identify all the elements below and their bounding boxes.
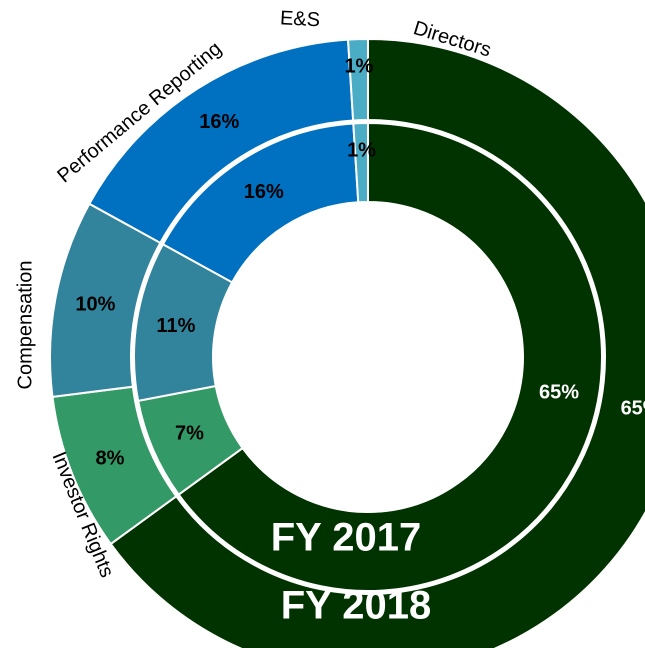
data-label: 8% (96, 447, 125, 469)
data-label: 7% (175, 423, 204, 445)
donut-segment (346, 37, 369, 122)
data-label: 16% (244, 181, 284, 203)
series-label: FY 2018 (281, 584, 432, 628)
data-label: 65% (621, 397, 645, 419)
donut-segment (109, 37, 645, 648)
series-label: FY 2017 (271, 516, 422, 560)
data-label: 11% (156, 315, 195, 337)
category-label: E&S (279, 7, 320, 31)
data-label: 1% (347, 139, 376, 161)
data-label: 10% (75, 293, 115, 315)
donut-segment (177, 121, 603, 592)
data-label: 65% (539, 382, 579, 404)
donut-segment (352, 121, 369, 204)
category-label: Compensation (14, 261, 36, 390)
data-label: 1% (344, 55, 373, 77)
data-label: 16% (199, 111, 239, 133)
